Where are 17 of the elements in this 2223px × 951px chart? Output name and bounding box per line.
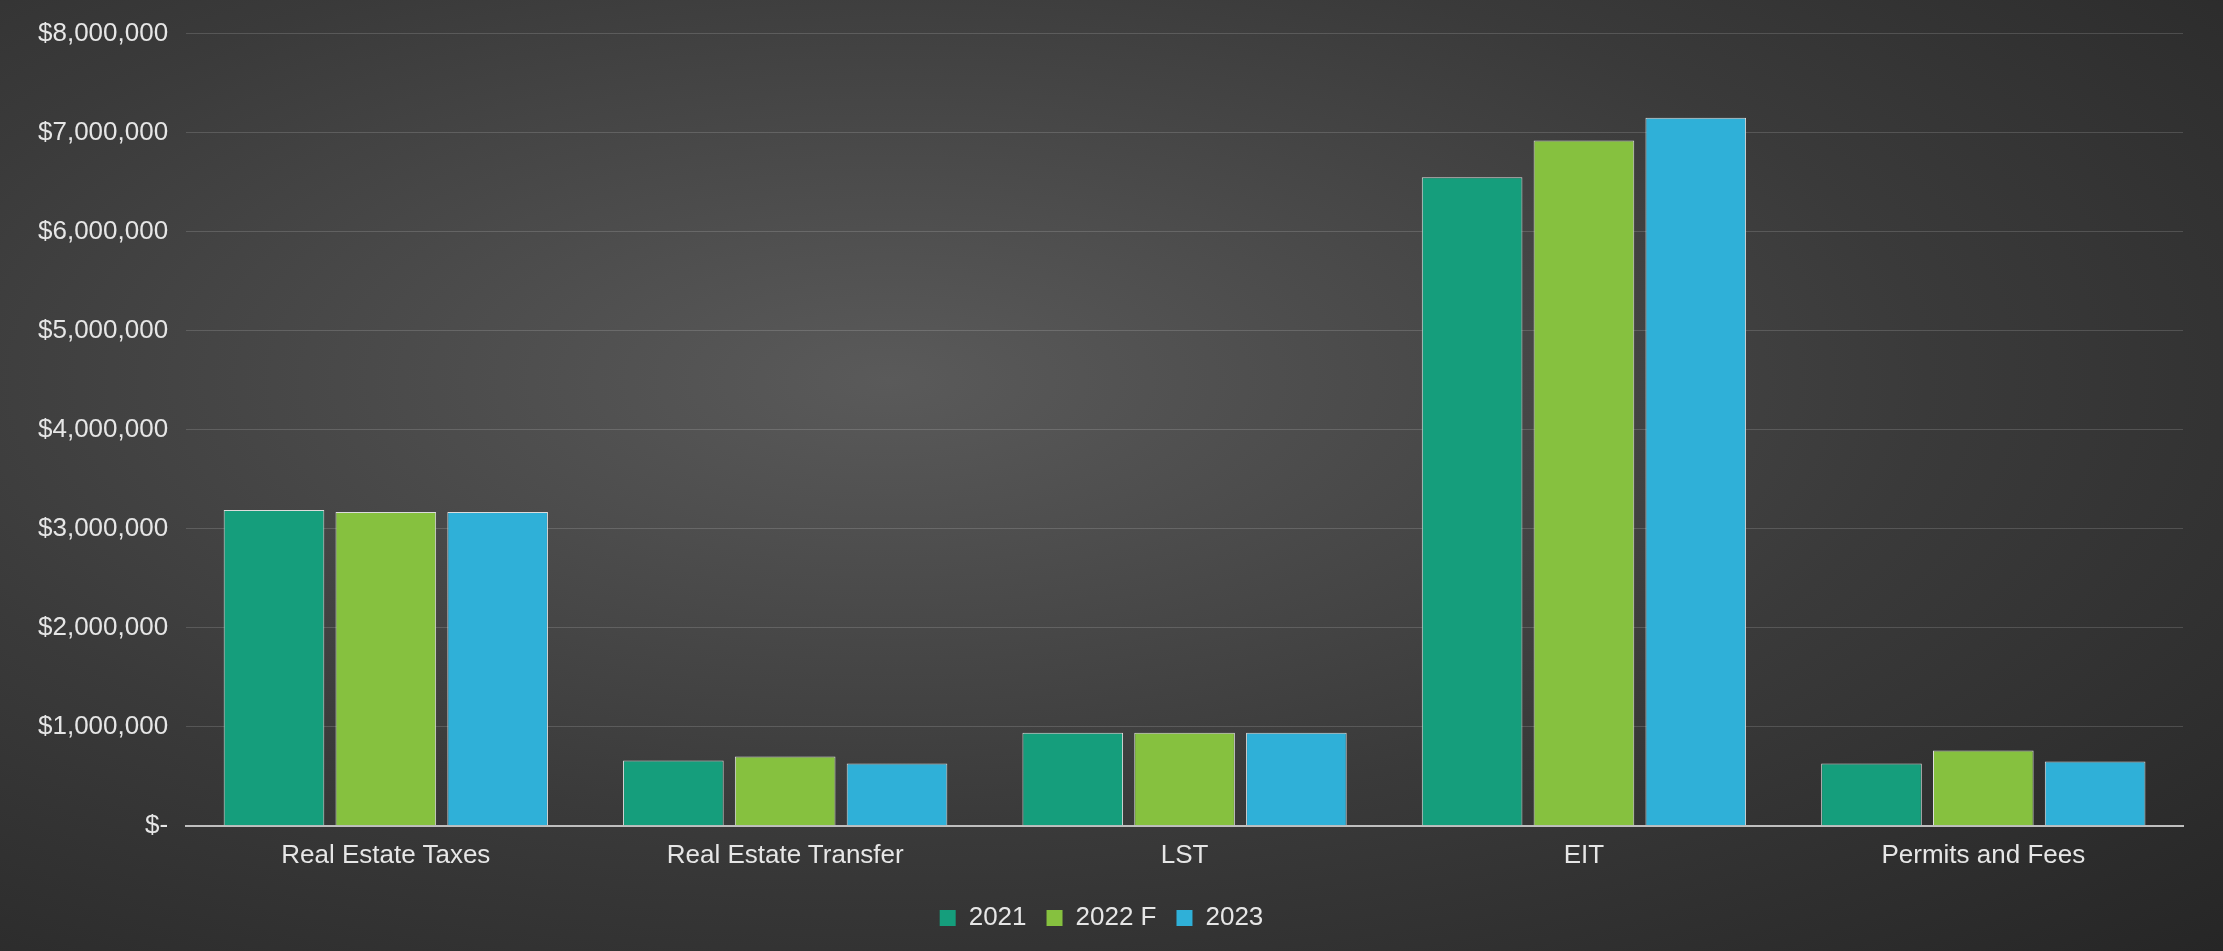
x-tick-label: LST (1160, 838, 1209, 869)
x-tick-label: Real Estate Taxes (281, 838, 491, 869)
y-tick-label: $8,000,000 (37, 16, 169, 47)
y-tick-label: $7,000,000 (37, 115, 169, 146)
y-tick-label: $3,000,000 (37, 511, 169, 542)
y-tick-label: $6,000,000 (37, 214, 169, 245)
y-tick-label: $- (145, 808, 169, 839)
x-tick-label: EIT (1563, 838, 1605, 869)
legend-label: 2023 (1205, 901, 1264, 932)
y-tick-label: $5,000,000 (37, 313, 169, 344)
y-tick-label: $4,000,000 (37, 412, 169, 443)
x-tick-label: Real Estate Transfer (666, 838, 905, 869)
x-tick-label: Permits and Fees (1881, 838, 2086, 869)
y-tick-label: $1,000,000 (37, 709, 169, 740)
legend-label: 2022 F (1075, 901, 1157, 932)
legend-label: 2021 (968, 901, 1027, 932)
y-tick-label: $2,000,000 (37, 610, 169, 641)
